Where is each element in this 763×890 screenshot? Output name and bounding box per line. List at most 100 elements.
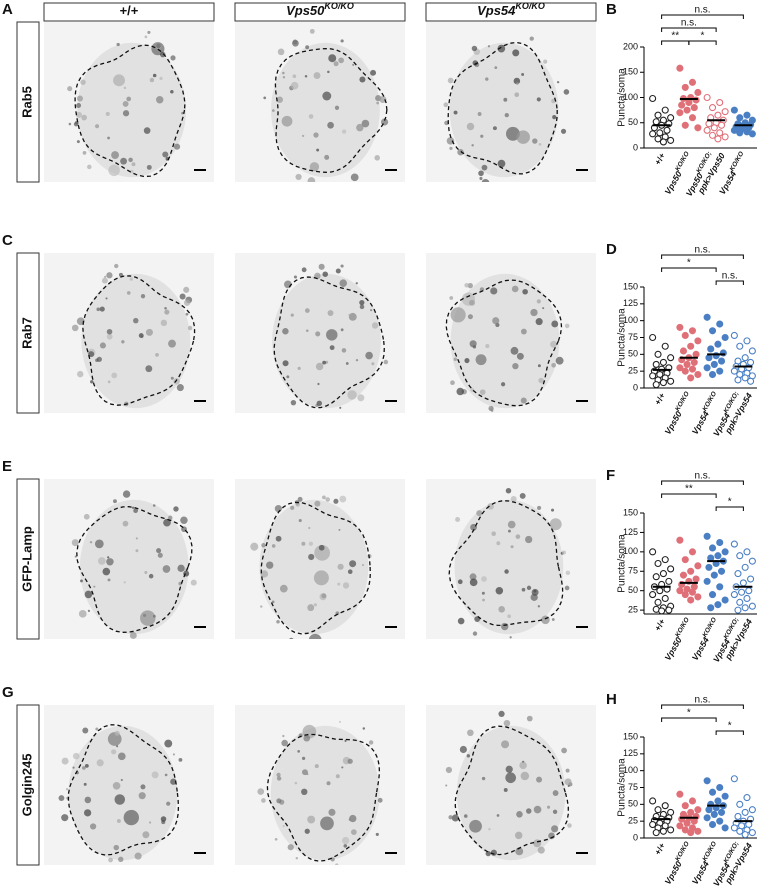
puncta <box>185 312 189 316</box>
puncta <box>355 358 359 362</box>
puncta <box>551 825 559 833</box>
puncta <box>457 617 465 625</box>
data-point <box>667 114 675 122</box>
puncta <box>481 776 486 781</box>
puncta <box>61 757 69 765</box>
data-point <box>748 347 756 355</box>
data-point <box>688 797 697 805</box>
puncta <box>113 74 125 87</box>
puncta <box>555 356 564 365</box>
data-point <box>716 320 724 328</box>
data-point <box>649 591 657 599</box>
puncta <box>111 151 119 159</box>
significance-label: n.s. <box>694 5 710 16</box>
data-point <box>717 808 726 816</box>
data-point <box>730 331 738 340</box>
data-point <box>681 591 689 599</box>
puncta <box>308 114 314 119</box>
puncta <box>126 291 131 295</box>
puncta <box>282 734 285 738</box>
puncta <box>129 277 133 281</box>
data-point <box>649 94 657 103</box>
header-label: Vps50KO/KO <box>286 1 354 18</box>
puncta <box>348 313 351 316</box>
puncta <box>84 590 93 599</box>
puncta <box>71 324 79 332</box>
micrograph <box>44 22 214 182</box>
puncta <box>507 529 511 533</box>
data-point <box>681 826 689 834</box>
significance-label: ** <box>671 31 679 42</box>
data-point <box>676 364 684 372</box>
puncta <box>469 819 482 833</box>
significance-bracket <box>661 704 744 709</box>
data-point <box>654 598 662 606</box>
puncta <box>505 772 516 784</box>
soma-haze <box>456 725 566 861</box>
data-point <box>679 347 688 355</box>
data-point <box>734 376 742 384</box>
data-point <box>739 579 747 587</box>
row-label-box <box>16 478 40 640</box>
puncta <box>481 179 490 182</box>
puncta <box>135 537 138 540</box>
puncta <box>481 591 485 595</box>
puncta <box>329 345 335 351</box>
puncta <box>187 325 193 331</box>
puncta <box>89 540 93 544</box>
data-point <box>738 588 746 596</box>
puncta <box>451 814 459 822</box>
puncta <box>308 633 322 639</box>
puncta <box>485 77 489 81</box>
cell-outline <box>448 500 564 627</box>
data-point <box>688 548 697 556</box>
puncta <box>75 111 82 118</box>
puncta <box>375 832 379 836</box>
puncta <box>282 76 286 79</box>
data-point <box>716 538 724 547</box>
puncta <box>564 778 572 786</box>
data-point <box>743 594 751 603</box>
significance-label: n.s. <box>694 471 710 482</box>
puncta <box>274 837 278 841</box>
puncta <box>347 758 353 764</box>
category-name: Vps50 <box>663 859 684 886</box>
puncta <box>126 96 132 102</box>
puncta <box>505 126 520 141</box>
data-point <box>681 367 689 375</box>
soma-haze <box>270 725 380 861</box>
cell-outline <box>447 41 558 175</box>
puncta <box>456 387 465 396</box>
puncta <box>345 362 349 365</box>
soma-haze <box>449 42 559 178</box>
header-box <box>425 2 597 22</box>
soma-haze <box>450 273 560 409</box>
data-point <box>681 331 689 340</box>
data-point <box>649 820 657 829</box>
puncta <box>457 579 463 585</box>
y-tick-label: 50 <box>628 799 638 809</box>
significance-label: n.s. <box>681 18 697 29</box>
puncta <box>282 360 289 367</box>
puncta <box>170 55 176 61</box>
puncta <box>65 788 69 791</box>
row-label-box <box>16 252 40 414</box>
row-label-box <box>16 21 40 183</box>
puncta <box>173 143 181 150</box>
puncta <box>76 103 82 108</box>
category-name: +/+ <box>652 841 667 857</box>
puncta <box>450 380 455 386</box>
puncta <box>140 784 146 790</box>
puncta <box>164 739 173 748</box>
data-point <box>716 583 724 591</box>
puncta <box>155 353 159 357</box>
puncta <box>308 541 314 546</box>
data-point <box>730 540 738 548</box>
data-point <box>703 577 711 585</box>
puncta <box>153 614 156 618</box>
x-tick-label: +/+ <box>652 391 667 407</box>
puncta <box>449 296 454 300</box>
category-name: +/+ <box>652 151 667 167</box>
puncta <box>282 824 285 828</box>
